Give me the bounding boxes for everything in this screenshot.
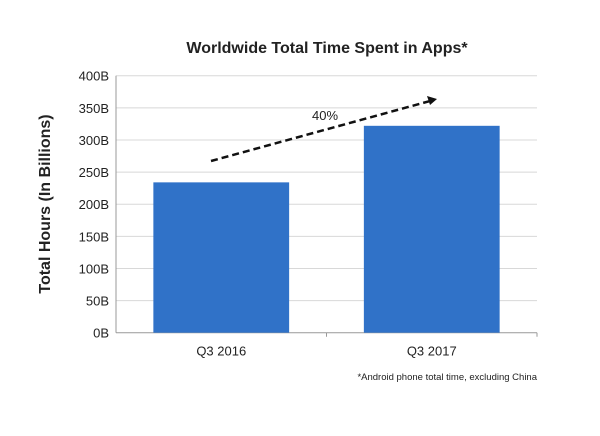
- arrow-head: [427, 96, 437, 105]
- annotation-label: 40%: [312, 108, 338, 123]
- x-tick-label: Q3 2016: [196, 344, 246, 359]
- chart-title: Worldwide Total Time Spent in Apps*: [186, 40, 468, 57]
- trend-arrow: [210, 99, 431, 163]
- bar: [363, 125, 500, 333]
- y-tick-label: 50B: [86, 294, 109, 309]
- y-tick-label: 150B: [79, 229, 109, 244]
- y-tick-label: 100B: [79, 261, 109, 276]
- y-tick-label: 250B: [79, 165, 109, 180]
- y-axis-label: Total Hours (In Billions): [37, 114, 54, 293]
- y-tick-label: 300B: [79, 133, 109, 148]
- bar: [153, 182, 290, 333]
- y-tick-label: 200B: [79, 197, 109, 212]
- footnote: *Android phone total time, excluding Chi…: [357, 372, 537, 383]
- y-tick-label: 400B: [79, 69, 109, 84]
- y-tick-label: 350B: [79, 101, 109, 116]
- x-tick-label: Q3 2017: [407, 344, 457, 359]
- y-tick-label: 0B: [93, 326, 109, 341]
